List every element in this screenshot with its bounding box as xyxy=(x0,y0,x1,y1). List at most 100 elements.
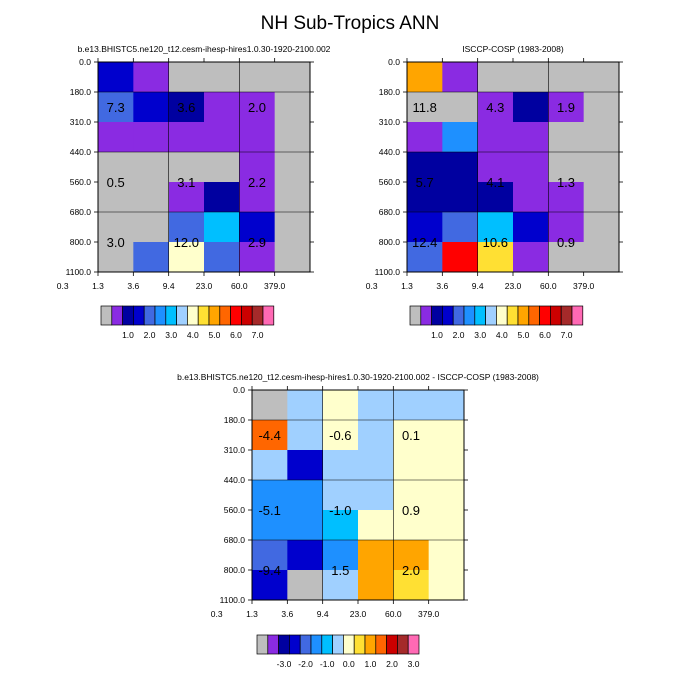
cell-value-label: -1.0 xyxy=(329,503,351,518)
cell-value-label: 0.1 xyxy=(402,428,420,443)
y-tick-label: 800.0 xyxy=(224,565,246,575)
colorbar-swatch xyxy=(332,634,344,655)
colorbar-label: 3.0 xyxy=(165,330,177,340)
colorbar-swatch xyxy=(375,634,387,655)
heatmap-cell xyxy=(442,152,479,183)
cell-value-label: 2.0 xyxy=(402,563,420,578)
heatmap-cell xyxy=(168,242,205,273)
colorbar-swatch xyxy=(143,305,156,326)
colorbar-swatch xyxy=(176,305,188,326)
heatmap-cell xyxy=(548,242,585,273)
heatmap-cell xyxy=(252,480,288,511)
cell-value-label: 3.0 xyxy=(107,235,125,250)
colorbar-swatch xyxy=(528,305,540,326)
colorbar-swatch xyxy=(122,305,134,326)
y-tick-label: 180.0 xyxy=(224,415,246,425)
heatmap-cell xyxy=(513,92,549,123)
y-tick-label: 180.0 xyxy=(379,87,401,97)
heatmap-cell xyxy=(513,62,549,93)
heatmap-cell xyxy=(252,570,288,601)
x-tick-label: 9.4 xyxy=(163,281,175,291)
cell-value-label: 7.3 xyxy=(107,100,125,115)
heatmap-cell xyxy=(274,242,311,273)
colorbar-label: 2.0 xyxy=(386,659,398,669)
cell-value-label: 1.5 xyxy=(331,563,349,578)
cell-value-label: 2.2 xyxy=(248,175,266,190)
y-tick-label: 680.0 xyxy=(224,535,246,545)
heatmap-cell xyxy=(428,480,465,511)
x-tick-label: 379.0 xyxy=(573,281,595,291)
heatmap-cell xyxy=(548,122,585,153)
cell-value-label: 10.6 xyxy=(483,235,508,250)
colorbar-label: 3.0 xyxy=(474,330,486,340)
heatmap-cell xyxy=(583,92,620,123)
heatmap-cell xyxy=(358,540,394,571)
cell-value-label: 2.9 xyxy=(248,235,266,250)
x-tick-label: 60.0 xyxy=(540,281,557,291)
colorbar-swatch xyxy=(208,305,221,326)
cell-value-label: 4.1 xyxy=(486,175,504,190)
heatmap-cell xyxy=(358,570,394,601)
heatmap-cell xyxy=(239,152,276,183)
panel-title: b.e13.BHISTC5.ne120_t12.cesm-ihesp-hires… xyxy=(78,44,331,54)
heatmap-cell xyxy=(583,62,620,93)
y-tick-label: 310.0 xyxy=(70,117,92,127)
heatmap-cell xyxy=(428,390,465,421)
colorbar-swatch xyxy=(154,305,167,326)
x-tick-label: 23.0 xyxy=(196,281,213,291)
heatmap-cell xyxy=(252,390,288,421)
heatmap-cell xyxy=(204,122,240,153)
colorbar-label: 2.0 xyxy=(453,330,465,340)
heatmap-cell xyxy=(407,62,443,93)
colorbar-swatch xyxy=(506,305,519,326)
heatmap-cell xyxy=(168,152,205,183)
heatmap-cell xyxy=(393,480,430,511)
heatmap-cell xyxy=(393,450,430,481)
colorbar-label: 1.0 xyxy=(364,659,376,669)
x-tick-label: 0.3 xyxy=(57,281,69,291)
colorbar-label: 0.0 xyxy=(343,659,355,669)
heatmap-cell xyxy=(204,182,240,213)
colorbar-swatch xyxy=(267,634,279,655)
heatmap-cell xyxy=(252,540,288,571)
heatmap-cell xyxy=(583,212,620,243)
heatmap-cell xyxy=(133,92,170,123)
colorbar-label: 4.0 xyxy=(187,330,199,340)
colorbar-swatch xyxy=(310,634,323,655)
heatmap-cell xyxy=(358,510,394,541)
heatmap-cell xyxy=(287,480,324,511)
cell-value-label: -4.4 xyxy=(258,428,280,443)
colorbar: 1.0 2.0 3.0 4.0 5.0 6.0 7.0 xyxy=(409,305,584,340)
heatmap-cell xyxy=(513,182,549,213)
x-tick-label: 60.0 xyxy=(231,281,248,291)
x-tick-label: 379.0 xyxy=(264,281,286,291)
heatmap-cell xyxy=(204,62,240,93)
colorbar-swatch xyxy=(463,305,476,326)
y-tick-label: 310.0 xyxy=(379,117,401,127)
colorbar-swatch xyxy=(420,305,432,326)
x-tick-label: 0.3 xyxy=(366,281,378,291)
colorbar-swatch xyxy=(517,305,530,326)
colorbar-swatch xyxy=(165,305,177,326)
colorbar-swatch xyxy=(289,634,301,655)
y-tick-label: 560.0 xyxy=(70,177,92,187)
colorbar-swatch xyxy=(262,305,275,326)
heatmap-cell xyxy=(442,242,479,273)
heatmap-cell xyxy=(442,62,479,93)
heatmap-cell xyxy=(477,92,514,123)
heatmap-cell xyxy=(548,152,585,183)
y-tick-label: 1100.0 xyxy=(375,267,401,277)
colorbar-swatch xyxy=(299,634,312,655)
heatmap-cell xyxy=(133,122,170,153)
x-tick-label: 1.3 xyxy=(246,609,258,619)
heatmap-cell xyxy=(168,92,205,123)
panels: b.e13.BHISTC5.ne120_t12.cesm-ihesp-hires… xyxy=(57,44,623,669)
x-tick-label: 3.6 xyxy=(127,281,139,291)
heatmap-cell xyxy=(442,182,479,213)
colorbar-label: 6.0 xyxy=(230,330,242,340)
heatmap-cell xyxy=(393,420,430,451)
colorbar-swatch xyxy=(251,305,264,326)
heatmap-cell xyxy=(239,182,276,213)
heatmap-cell xyxy=(239,92,276,123)
heatmap-cell xyxy=(407,242,443,273)
